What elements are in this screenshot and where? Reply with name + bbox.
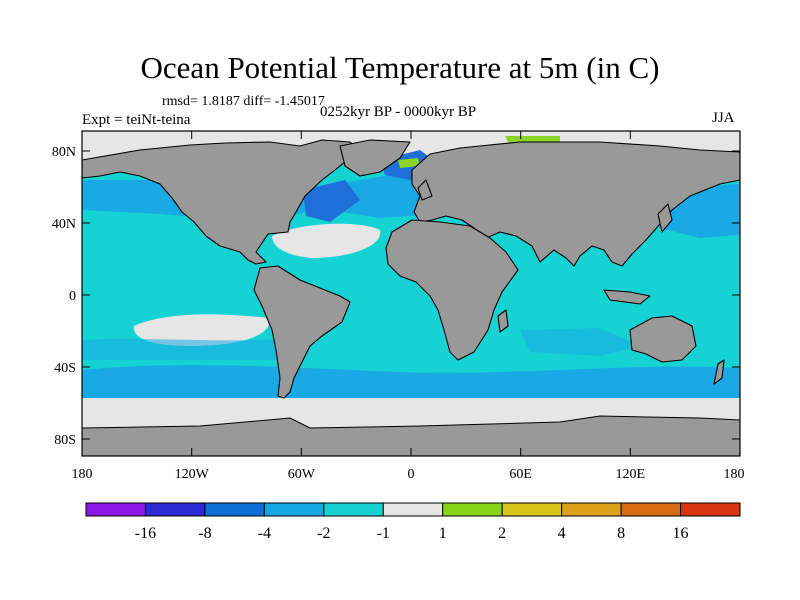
plot-title: Ocean Potential Temperature at 5m (in C) xyxy=(140,50,660,85)
colorbar-label: 8 xyxy=(617,525,625,542)
colorbar-box xyxy=(323,502,384,517)
north-america-land xyxy=(82,139,361,265)
colorbar-label: 4 xyxy=(558,525,566,542)
antarctica-land xyxy=(82,415,740,456)
colorbar-box xyxy=(144,502,206,517)
colorbar-box xyxy=(442,502,503,517)
lat-label: 80S xyxy=(54,433,76,448)
australia-land xyxy=(629,315,697,363)
colorbar-box xyxy=(263,502,325,517)
atlantic-neutral-patch xyxy=(272,223,381,258)
lon-label: 120W xyxy=(175,467,210,482)
lon-label: 60W xyxy=(288,467,316,482)
lon-label: 120E xyxy=(616,467,646,482)
indonesia-land xyxy=(603,289,651,305)
colorbar xyxy=(85,502,741,517)
lon-label: 60E xyxy=(509,467,532,482)
south-pacific-blue-band xyxy=(82,338,290,360)
colorbar-box xyxy=(680,502,741,517)
africa-land xyxy=(385,219,519,361)
southern-ocean-blue-band xyxy=(82,365,740,398)
map-plot-area xyxy=(82,131,740,456)
stats-label: rmsd= 1.8187 diff= -1.45017 xyxy=(162,94,325,109)
eurasia-land xyxy=(411,141,740,267)
south-pacific-neutral-patch xyxy=(133,314,271,346)
latitude-labels: 80N 40N 0 40S 80S xyxy=(52,145,76,448)
south-indian-blue-band xyxy=(520,328,640,356)
colorbar-label: -2 xyxy=(317,525,330,542)
arctic-green-patch xyxy=(398,158,420,168)
colorbar-box xyxy=(620,502,682,517)
colorbar-label: -1 xyxy=(377,525,390,542)
south-america-land xyxy=(253,265,351,399)
japan-land xyxy=(657,203,673,233)
new-zealand-land xyxy=(713,359,725,385)
lon-label: 180 xyxy=(724,467,745,482)
longitude-labels: 180 120W 60W 0 60E 120E 180 xyxy=(72,467,745,482)
colorbar-label: 16 xyxy=(673,525,689,542)
lat-label: 40N xyxy=(52,217,76,232)
colorbar-box xyxy=(204,502,265,517)
lat-label: 40S xyxy=(54,361,76,376)
colorbar-box xyxy=(85,502,146,517)
lon-label: 0 xyxy=(408,467,415,482)
continents xyxy=(82,139,740,399)
colorbar-label: -16 xyxy=(135,525,156,542)
colorbar-box xyxy=(561,502,622,517)
colorbar-box xyxy=(501,502,563,517)
north-atlantic-dark-patch xyxy=(303,180,360,222)
colorbar-labels: -16 -8 -4 -2 -1 1 2 4 8 16 xyxy=(135,525,689,542)
greenland-land xyxy=(339,139,411,177)
experiment-label: Expt = teiNt-teina xyxy=(82,112,191,128)
lat-label: 80N xyxy=(52,145,76,160)
madagascar-land xyxy=(497,309,509,333)
colorbar-label: 2 xyxy=(498,525,506,542)
axis-ticks xyxy=(81,131,741,456)
season-label: JJA xyxy=(712,110,735,126)
lat-label: 0 xyxy=(69,289,76,304)
colorbar-label: -8 xyxy=(198,525,211,542)
lon-label: 180 xyxy=(72,467,93,482)
colorbar-box xyxy=(382,502,444,517)
period-label: 0252kyr BP - 0000kyr BP xyxy=(320,104,477,120)
colorbar-label: 1 xyxy=(439,525,447,542)
britain-land xyxy=(417,179,433,201)
colorbar-label: -4 xyxy=(258,525,271,542)
